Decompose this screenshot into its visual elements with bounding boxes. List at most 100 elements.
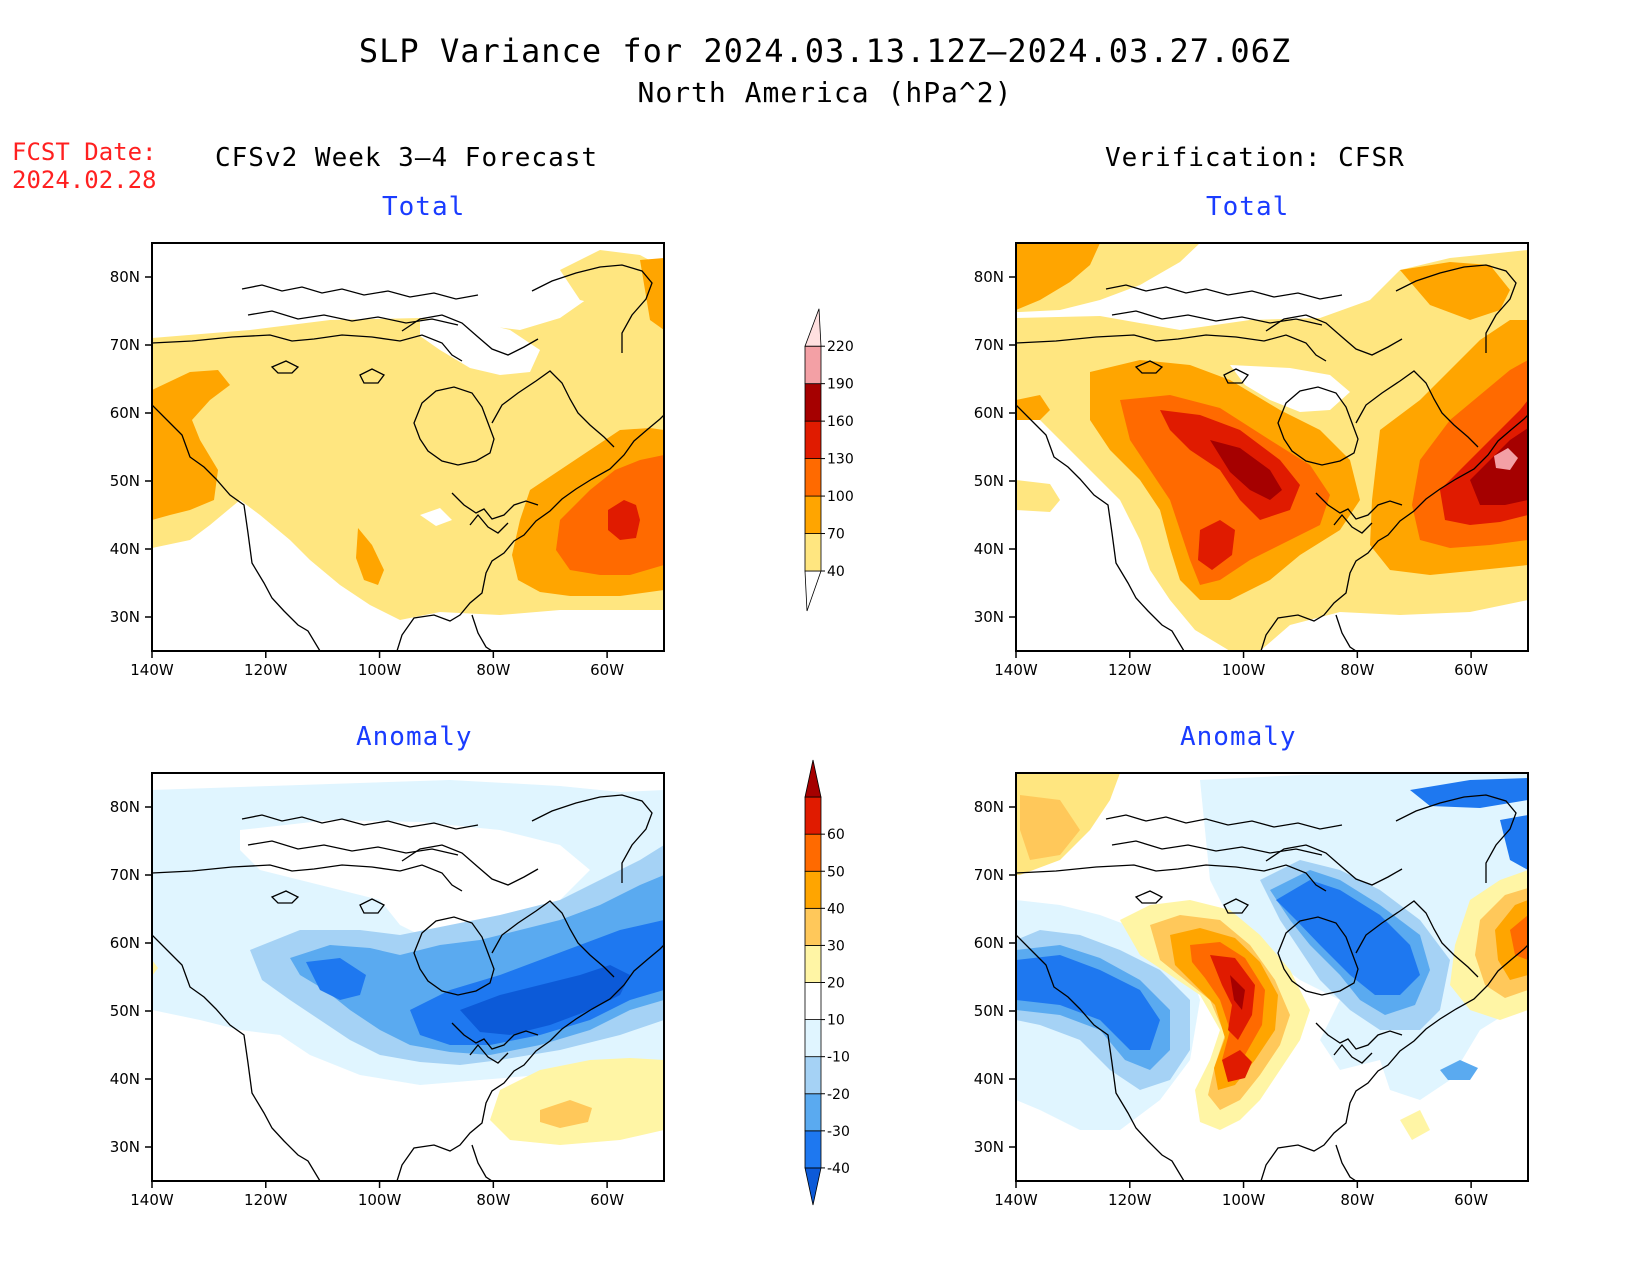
colorbar-swatch <box>804 308 822 347</box>
lon-tick-label: 100W <box>1222 661 1266 679</box>
forecast-total-map <box>151 242 665 652</box>
lat-tick-label: 30N <box>974 608 1004 626</box>
verification-column-title: Verification: CFSR <box>1105 143 1405 173</box>
colorbar-label: 20 <box>827 976 845 992</box>
colorbar-swatch <box>804 533 822 572</box>
fcst-date-label: FCST Date: <box>12 138 157 166</box>
lon-tick-label: 120W <box>1108 1191 1152 1209</box>
colorbar-label: -30 <box>827 1124 850 1140</box>
lon-tick-label: 60W <box>590 661 624 679</box>
lat-tick-label: 40N <box>110 540 140 558</box>
lat-tick-label: 40N <box>110 1070 140 1088</box>
lon-tick-label: 140W <box>994 661 1038 679</box>
lat-tick-label: 70N <box>974 336 1004 354</box>
verification-anomaly-title: Anomaly <box>1180 722 1297 752</box>
lon-tick-label: 100W <box>358 661 402 679</box>
lat-tick-label: 80N <box>110 268 140 286</box>
colorbar-swatch <box>804 759 822 798</box>
verification-anomaly-map <box>1015 772 1529 1182</box>
forecast-anomaly-map <box>151 772 665 1182</box>
colorbar-swatch <box>804 796 822 835</box>
colorbar-label: -10 <box>827 1050 850 1066</box>
colorbar-label: -40 <box>827 1161 850 1177</box>
colorbar-label: 220 <box>827 339 854 355</box>
colorbar-label: 130 <box>827 452 854 468</box>
lat-tick-label: 60N <box>974 404 1004 422</box>
lat-tick-label: 40N <box>974 540 1004 558</box>
lon-tick-label: 120W <box>244 661 288 679</box>
lon-tick-label: 80W <box>1340 661 1374 679</box>
lat-tick-label: 70N <box>974 866 1004 884</box>
lat-tick-label: 50N <box>110 1002 140 1020</box>
colorbar-swatch <box>804 833 822 872</box>
lon-tick-label: 80W <box>476 1191 510 1209</box>
lon-tick-label: 60W <box>1454 661 1488 679</box>
lon-tick-label: 100W <box>1222 1191 1266 1209</box>
lon-tick-label: 140W <box>130 1191 174 1209</box>
lon-tick-label: 100W <box>358 1191 402 1209</box>
colorbar-swatch <box>804 945 822 983</box>
lat-tick-label: 70N <box>110 336 140 354</box>
colorbar-swatch <box>804 495 822 534</box>
lon-tick-label: 80W <box>1340 1191 1374 1209</box>
colorbar-swatch <box>804 1019 822 1058</box>
lat-tick-label: 30N <box>110 1138 140 1156</box>
lat-tick-label: 50N <box>974 472 1004 490</box>
lat-tick-label: 50N <box>974 1002 1004 1020</box>
colorbar-label: -20 <box>827 1087 850 1103</box>
lon-tick-label: 60W <box>590 1191 624 1209</box>
colorbar-swatch <box>804 383 822 422</box>
forecast-anomaly-axes: 80N 70N 60N 50N 40N 30N 140W 120W 100W 80W 60W <box>110 798 625 1209</box>
lon-tick-label: 60W <box>1454 1191 1488 1209</box>
forecast-column-title: CFSv2 Week 3–4 Forecast <box>215 143 599 173</box>
colorbar-label: 30 <box>827 938 845 954</box>
colorbar-swatch <box>804 458 822 497</box>
colorbar-swatch <box>804 870 822 909</box>
lat-tick-label: 30N <box>974 1138 1004 1156</box>
colorbar-label: 70 <box>827 527 845 543</box>
colorbar-swatch <box>804 1093 822 1132</box>
colorbar-label: 40 <box>827 564 845 580</box>
verification-total-map <box>1015 242 1529 652</box>
colorbar-swatch <box>804 1130 822 1169</box>
lat-tick-label: 60N <box>974 934 1004 952</box>
colorbar-label: 40 <box>827 901 845 917</box>
colorbar-label: 60 <box>827 827 845 843</box>
colorbar-swatch <box>804 907 822 946</box>
colorbar-swatch <box>804 982 822 1020</box>
verification-anomaly-axes: 80N 70N 60N 50N 40N 30N 140W 120W 100W 80W 60W <box>974 798 1489 1209</box>
lat-tick-label: 60N <box>110 934 140 952</box>
colorbar-label: 100 <box>827 489 854 505</box>
colorbar-swatch <box>804 1056 822 1095</box>
forecast-total-axes: 80N 70N 60N 50N 40N 30N 140W 120W 100W 80W 60W <box>110 268 625 679</box>
lon-tick-label: 120W <box>244 1191 288 1209</box>
colorbar-label: 10 <box>827 1013 845 1029</box>
colorbar-swatch <box>804 1167 822 1206</box>
forecast-total-title: Total <box>382 192 466 222</box>
colorbar-total: 40 70 100 130 160 190 220 <box>804 308 854 612</box>
fcst-date-value: 2024.02.28 <box>12 166 157 194</box>
colorbar-swatch <box>804 345 822 385</box>
colorbar-anomaly: -40 -30 -20 -10 10 20 30 40 50 60 <box>804 759 850 1206</box>
lat-tick-label: 50N <box>110 472 140 490</box>
lon-tick-label: 120W <box>1108 661 1152 679</box>
lat-tick-label: 80N <box>974 798 1004 816</box>
lon-tick-label: 80W <box>476 661 510 679</box>
lat-tick-label: 30N <box>110 608 140 626</box>
colorbar-label: 160 <box>827 414 854 430</box>
lon-tick-label: 140W <box>130 661 174 679</box>
forecast-anomaly-title: Anomaly <box>356 722 473 752</box>
lat-tick-label: 80N <box>974 268 1004 286</box>
lon-tick-label: 140W <box>994 1191 1038 1209</box>
lat-tick-label: 70N <box>110 866 140 884</box>
lat-tick-label: 40N <box>974 1070 1004 1088</box>
verification-total-axes: 80N 70N 60N 50N 40N 30N 140W 120W 100W 80W 60W <box>974 268 1489 679</box>
chart-title: SLP Variance for 2024.03.13.12Z–2024.03.… <box>358 32 1292 70</box>
colorbar-label: 50 <box>827 864 845 880</box>
chart-subtitle: North America (hPa^2) <box>637 76 1013 109</box>
lat-tick-label: 80N <box>110 798 140 816</box>
lat-tick-label: 60N <box>110 404 140 422</box>
colorbar-lower-cap <box>804 570 822 612</box>
colorbar-swatch <box>804 420 822 459</box>
